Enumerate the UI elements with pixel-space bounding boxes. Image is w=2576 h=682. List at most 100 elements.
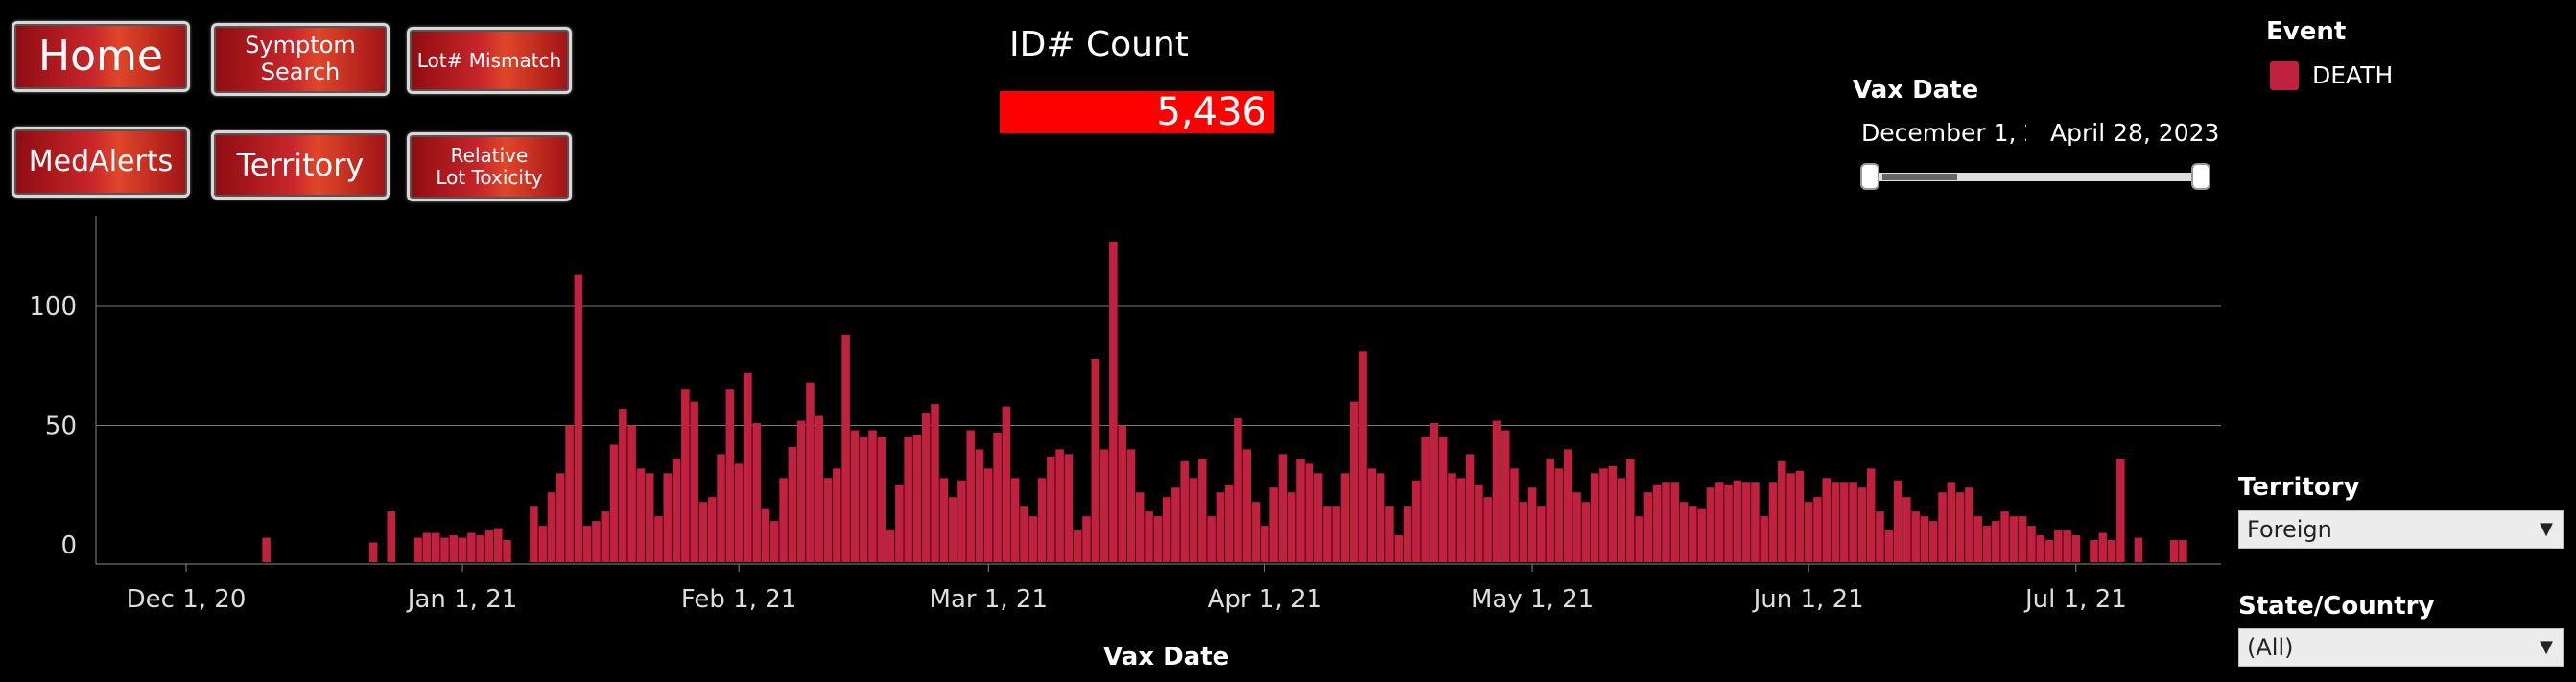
bar[interactable] <box>636 468 646 562</box>
bar[interactable] <box>440 537 449 562</box>
bar[interactable] <box>779 478 788 562</box>
bar[interactable] <box>1804 502 1813 562</box>
bar[interactable] <box>530 506 538 562</box>
bar[interactable] <box>1670 482 1680 562</box>
bar[interactable] <box>1216 492 1225 562</box>
bar[interactable] <box>2169 540 2179 562</box>
bar[interactable] <box>1955 492 1965 562</box>
bar[interactable] <box>1313 473 1323 562</box>
bar[interactable] <box>2027 526 2036 562</box>
vax-date-slider-track[interactable] <box>1871 173 2197 181</box>
bar[interactable] <box>1697 508 1706 562</box>
bar[interactable] <box>2000 511 2009 562</box>
bar[interactable] <box>1537 506 1546 562</box>
bar[interactable] <box>476 535 484 562</box>
bar[interactable] <box>565 425 574 563</box>
bar[interactable] <box>698 502 708 562</box>
bar[interactable] <box>1376 473 1385 562</box>
bar[interactable] <box>1733 480 1742 562</box>
bar[interactable] <box>1198 459 1207 562</box>
legend-swatch-death[interactable] <box>2270 61 2299 90</box>
bar[interactable] <box>503 540 511 562</box>
bar[interactable] <box>1527 487 1537 562</box>
bar[interactable] <box>1224 484 1234 562</box>
bar[interactable] <box>1475 484 1483 562</box>
bar[interactable] <box>833 468 841 562</box>
bar[interactable] <box>1849 482 1857 562</box>
bar[interactable] <box>449 535 459 562</box>
bar[interactable] <box>1866 468 1876 562</box>
bar[interactable] <box>582 526 592 562</box>
bar[interactable] <box>1947 482 1956 562</box>
bar[interactable] <box>1189 478 1198 562</box>
medalerts-button[interactable]: MedAlerts <box>12 127 190 198</box>
bar[interactable] <box>823 478 833 562</box>
bar[interactable] <box>538 526 547 562</box>
bar[interactable] <box>1037 478 1047 562</box>
bar[interactable] <box>1689 506 1697 562</box>
bar[interactable] <box>1831 482 1840 562</box>
bar[interactable] <box>2018 516 2027 562</box>
bar[interactable] <box>2071 535 2081 562</box>
bar[interactable] <box>1118 425 1126 563</box>
bar[interactable] <box>1180 460 1189 562</box>
bar[interactable] <box>1126 449 1136 562</box>
bar[interactable] <box>414 537 422 562</box>
bar[interactable] <box>806 382 815 562</box>
bar[interactable] <box>1367 468 1377 562</box>
bar[interactable] <box>2054 530 2063 562</box>
bar[interactable] <box>1706 487 1715 562</box>
bar[interactable] <box>1251 502 1261 562</box>
bar[interactable] <box>1590 473 1599 562</box>
lot-mismatch-button[interactable]: Lot# Mismatch <box>407 27 572 94</box>
bar[interactable] <box>975 449 984 562</box>
bar[interactable] <box>1269 487 1278 562</box>
bar[interactable] <box>1323 506 1332 562</box>
bar[interactable] <box>1501 430 1510 562</box>
bar[interactable] <box>1465 454 1475 562</box>
bar[interactable] <box>1234 418 1242 562</box>
bar[interactable] <box>555 473 565 562</box>
bar[interactable] <box>1554 468 1564 562</box>
bar[interactable] <box>1714 482 1724 562</box>
bar[interactable] <box>2098 532 2108 562</box>
bar[interactable] <box>1064 454 1074 562</box>
bar[interactable] <box>931 404 939 562</box>
bar[interactable] <box>1857 487 1867 562</box>
bar[interactable] <box>761 508 770 562</box>
bar[interactable] <box>1456 478 1466 562</box>
bar[interactable] <box>850 430 860 562</box>
bar[interactable] <box>734 463 744 562</box>
bar[interactable] <box>725 389 735 562</box>
bar[interactable] <box>619 409 627 562</box>
bar[interactable] <box>752 423 761 562</box>
bar[interactable] <box>1047 456 1055 562</box>
bar[interactable] <box>1626 459 1635 562</box>
bar[interactable] <box>681 389 690 562</box>
bar[interactable] <box>841 334 850 562</box>
bar[interactable] <box>868 430 877 562</box>
bar[interactable] <box>1448 473 1456 562</box>
bar[interactable] <box>717 454 725 562</box>
bar[interactable] <box>1911 511 1920 562</box>
bar[interactable] <box>1563 449 1572 562</box>
bar[interactable] <box>707 497 717 562</box>
bar[interactable] <box>1679 502 1689 562</box>
bar[interactable] <box>1510 468 1519 562</box>
bar[interactable] <box>1982 526 1992 562</box>
bar[interactable] <box>1153 516 1163 562</box>
bar[interactable] <box>1010 478 1020 562</box>
bar[interactable] <box>2116 459 2125 562</box>
bar[interactable] <box>663 473 673 562</box>
bar[interactable] <box>1724 484 1733 562</box>
state-country-dropdown[interactable]: (All) ▼ <box>2238 628 2564 667</box>
bar[interactable] <box>1349 401 1359 562</box>
bar[interactable] <box>1483 497 1492 562</box>
bar[interactable] <box>1822 478 1831 562</box>
bar[interactable] <box>1359 351 1367 562</box>
vax-date-end[interactable]: April 28, 2023 <box>2050 119 2220 147</box>
bar[interactable] <box>2063 530 2071 562</box>
bar[interactable] <box>1643 492 1653 562</box>
bar[interactable] <box>1965 487 1973 562</box>
bar[interactable] <box>493 528 503 562</box>
